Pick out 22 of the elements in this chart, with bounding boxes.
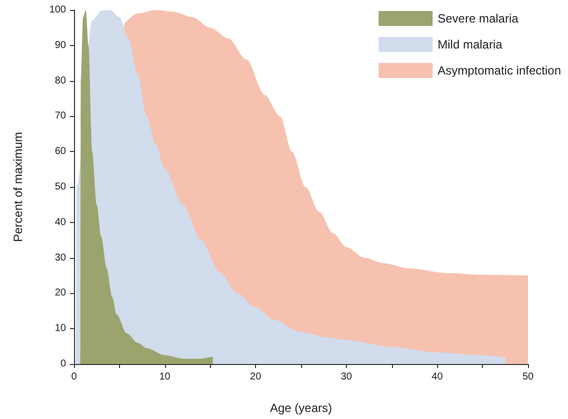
- y-tick-label: 50: [54, 182, 66, 192]
- y-tick-label: 0: [60, 358, 66, 370]
- y-tick-label: 40: [54, 216, 66, 228]
- legend-label: Mild malaria: [438, 38, 503, 52]
- x-tick-label: 10: [159, 372, 171, 382]
- y-tick-label: 70: [54, 110, 66, 122]
- y-tick-label: 20: [54, 288, 66, 299]
- y-tick-label: 60: [54, 146, 66, 158]
- x-tick-label: 30: [340, 372, 352, 382]
- x-tick-label: 40: [432, 372, 444, 382]
- y-tick-label: 90: [54, 40, 66, 51]
- x-tick-label: 0: [71, 372, 78, 382]
- y-axis-title: Percent of maximum: [11, 132, 25, 242]
- y-tick-label: 80: [54, 75, 66, 86]
- x-axis-title: Age (years): [270, 401, 332, 415]
- y-tick-label: 10: [54, 323, 66, 334]
- legend-label: Severe malaria: [438, 12, 519, 26]
- y-tick-label: 100: [49, 4, 66, 16]
- y-tick-label: 30: [54, 252, 66, 264]
- x-tick-label: 20: [250, 372, 262, 382]
- x-tick-label: 50: [522, 372, 534, 382]
- legend-label: Asymptomatic infection: [438, 64, 562, 78]
